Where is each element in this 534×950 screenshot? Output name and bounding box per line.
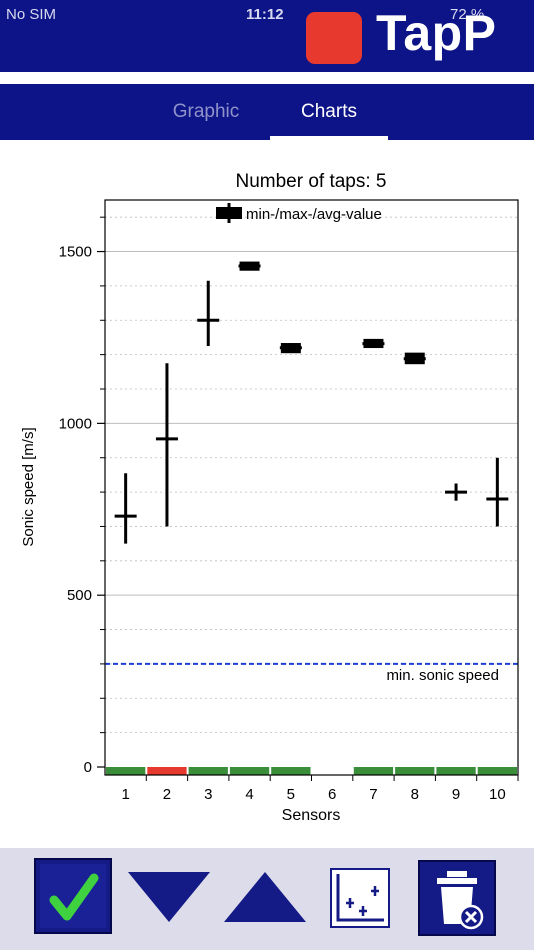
tab-charts[interactable]: Charts: [270, 84, 388, 140]
x-tick-label: 5: [287, 786, 295, 803]
marks-layer: 1 2 3 4 5 6 7 8 9 10: [106, 261, 519, 803]
sonic-speed-chart: Number of taps: 5 0 500 1000 1500 1 2 3 4 5 6 7 8 9…: [20, 171, 519, 824]
sensor-status-bar: [229, 767, 270, 775]
y-tick-label: 1500: [59, 244, 92, 261]
sensor-status-bar: [436, 767, 476, 775]
y-tick-label: 0: [84, 759, 92, 776]
chart-title: Number of taps: 5: [235, 171, 386, 192]
x-tick-label: 4: [245, 786, 253, 803]
x-tick-label: 6: [328, 786, 336, 803]
app-logo: [306, 12, 362, 64]
x-tick-label: 3: [204, 786, 212, 803]
sensor-status-bar: [147, 767, 187, 775]
sensor-status-bar: [188, 767, 228, 775]
sensor-status-bar: [312, 767, 352, 775]
header-bar: No SIM 11:12 72 % TapP 6: [0, 0, 534, 119]
sensor-status-bar: [271, 767, 311, 775]
x-tick-label: 10: [489, 786, 506, 803]
x-tick-label: 2: [163, 786, 171, 803]
sensor-status-bar: [106, 767, 146, 775]
y-tick-label: 500: [67, 587, 92, 604]
sensor-status-bar: [477, 767, 517, 775]
tab-graphic-label: Graphic: [172, 101, 240, 122]
y-axis-label: Sonic speed [m/s]: [20, 427, 37, 546]
legend-label: min-/max-/avg-value: [246, 206, 382, 223]
threshold-label: min. sonic speed: [386, 667, 499, 684]
battery-label: 72 %: [450, 6, 485, 23]
check-icon: [34, 858, 112, 934]
arrow-up-icon: [224, 872, 306, 922]
sensor-status-bar: [353, 767, 394, 775]
confirm-button[interactable]: [34, 858, 112, 934]
grid-layer: 0 500 1000 1500: [59, 216, 518, 776]
delete-button[interactable]: [418, 860, 496, 936]
sensor-status-bar: [395, 767, 435, 775]
legend: min-/max-/avg-value: [216, 203, 382, 223]
arrow-down-icon: [128, 872, 210, 922]
y-tick-label: 1000: [59, 415, 92, 432]
x-axis-label: Sensors: [282, 807, 341, 824]
clock-label: 11:12: [246, 6, 284, 23]
x-tick-label: 1: [121, 786, 129, 803]
trash-icon: [418, 860, 496, 936]
tab-graphic[interactable]: Graphic: [148, 84, 264, 140]
plot-frame: [104, 199, 519, 776]
chart-view-button[interactable]: [330, 868, 390, 928]
chart-icon: [330, 868, 390, 928]
tab-charts-label: Charts: [301, 101, 357, 122]
carrier-label: No SIM: [6, 6, 57, 23]
next-button[interactable]: [224, 872, 306, 922]
tab-bar: Graphic Charts: [0, 84, 534, 140]
x-tick-label: 7: [369, 786, 377, 803]
bottom-toolbar: [0, 848, 534, 950]
x-tick-label: 8: [411, 786, 419, 803]
previous-button[interactable]: [128, 872, 210, 922]
x-tick-label: 9: [452, 786, 460, 803]
active-tab-indicator: [270, 136, 388, 140]
